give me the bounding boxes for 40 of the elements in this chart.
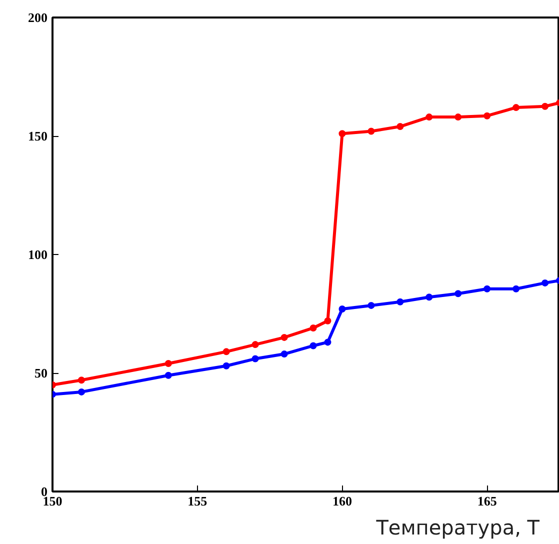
point — [310, 324, 317, 332]
point — [280, 334, 288, 341]
point — [368, 302, 375, 309]
point — [426, 294, 433, 301]
point — [454, 290, 462, 298]
point — [280, 350, 288, 358]
point — [454, 114, 462, 121]
y-tick-label: 200 — [28, 10, 48, 25]
point — [222, 348, 230, 356]
point — [324, 338, 332, 346]
point — [484, 112, 491, 120]
line-series — [52, 277, 559, 398]
point — [164, 372, 172, 379]
point — [542, 102, 549, 110]
point — [426, 114, 433, 121]
point — [396, 123, 404, 130]
point — [512, 285, 520, 292]
point — [484, 285, 491, 292]
x-axis-title: Температура, T — [375, 516, 540, 540]
point — [512, 104, 520, 112]
x-tick-label: 155 — [188, 494, 208, 508]
point — [310, 342, 317, 350]
y-tick-label: 150 — [28, 128, 48, 144]
point — [252, 355, 259, 362]
point — [164, 360, 172, 368]
line-series — [52, 99, 559, 388]
point — [338, 130, 346, 138]
x-tick-label: 160 — [332, 494, 352, 508]
point — [542, 279, 549, 286]
point — [252, 341, 259, 348]
point — [368, 128, 375, 135]
point — [78, 376, 85, 384]
point — [222, 362, 230, 370]
x-tick-label: 165 — [477, 494, 498, 508]
y-tick-label: 50 — [34, 366, 48, 380]
point — [78, 388, 85, 396]
y-tick-label: 100 — [28, 247, 48, 262]
point — [338, 306, 346, 313]
point — [324, 317, 332, 324]
point — [396, 298, 404, 306]
